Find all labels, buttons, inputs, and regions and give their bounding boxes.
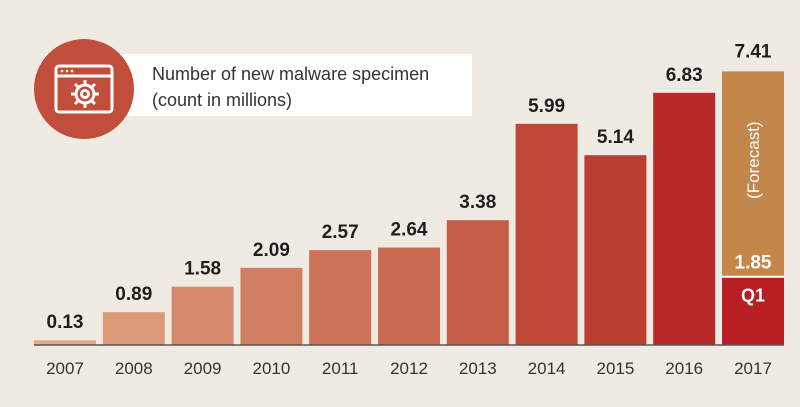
bar-2017-q1	[722, 276, 784, 345]
bar-2017-forecast	[722, 71, 784, 277]
legend: Number of new malware specimen (count in…	[34, 39, 472, 139]
bar-series	[34, 92, 716, 345]
legend-box	[95, 54, 472, 116]
q1-value-label: 1.85	[735, 253, 772, 274]
bar-2014	[515, 123, 578, 345]
bar-2010	[240, 267, 303, 345]
x-tick-2007: 2007	[46, 359, 84, 378]
value-label-2013: 3.38	[459, 192, 496, 213]
bar-2016	[653, 92, 716, 345]
bar-2008	[102, 312, 165, 345]
x-tick-2016: 2016	[665, 359, 703, 378]
bar-2012	[378, 247, 440, 345]
bar-2011	[309, 250, 372, 345]
x-tick-2010: 2010	[252, 359, 290, 378]
x-tick-2013: 2013	[459, 359, 497, 378]
x-tick-2015: 2015	[596, 359, 634, 378]
forecast-bar-group: (Forecast) 1.85 Q1	[722, 71, 784, 345]
q1-label: Q1	[741, 286, 765, 306]
value-label-2016: 6.83	[666, 65, 703, 86]
value-label-2015: 5.14	[597, 127, 634, 148]
x-tick-labels: 2007 2008 2009 2010 2011 2012 2013 2014 2015 2016…	[46, 359, 772, 378]
x-tick-2008: 2008	[115, 359, 153, 378]
value-labels: 0.13 0.89 1.58 2.09 2.57 2.64 3.38 5.99 5.14 6.83…	[47, 41, 772, 333]
x-tick-2009: 2009	[184, 359, 222, 378]
value-label-2009: 1.58	[184, 259, 221, 280]
x-tick-2012: 2012	[390, 359, 428, 378]
bar-2013	[446, 220, 509, 345]
chart-subtitle: (count in millions)	[152, 90, 292, 110]
value-label-2012: 2.64	[391, 220, 428, 241]
bar-2015	[584, 155, 647, 345]
value-label-2008: 0.89	[115, 284, 152, 305]
chart-title: Number of new malware specimen	[152, 64, 429, 84]
x-tick-2017: 2017	[734, 359, 772, 378]
forecast-label: (Forecast)	[744, 121, 763, 198]
bar-2009	[171, 286, 234, 345]
value-label-2017: 7.41	[735, 41, 772, 62]
x-tick-2011: 2011	[322, 359, 359, 378]
value-label-2007: 0.13	[47, 312, 84, 333]
value-label-2010: 2.09	[253, 240, 290, 261]
bar-2007	[34, 340, 96, 345]
x-tick-2014: 2014	[528, 359, 566, 378]
malware-gear-window-icon	[54, 64, 114, 114]
value-label-2014: 5.99	[528, 96, 565, 117]
value-label-2011: 2.57	[322, 222, 359, 243]
legend-icon-circle	[34, 39, 134, 139]
